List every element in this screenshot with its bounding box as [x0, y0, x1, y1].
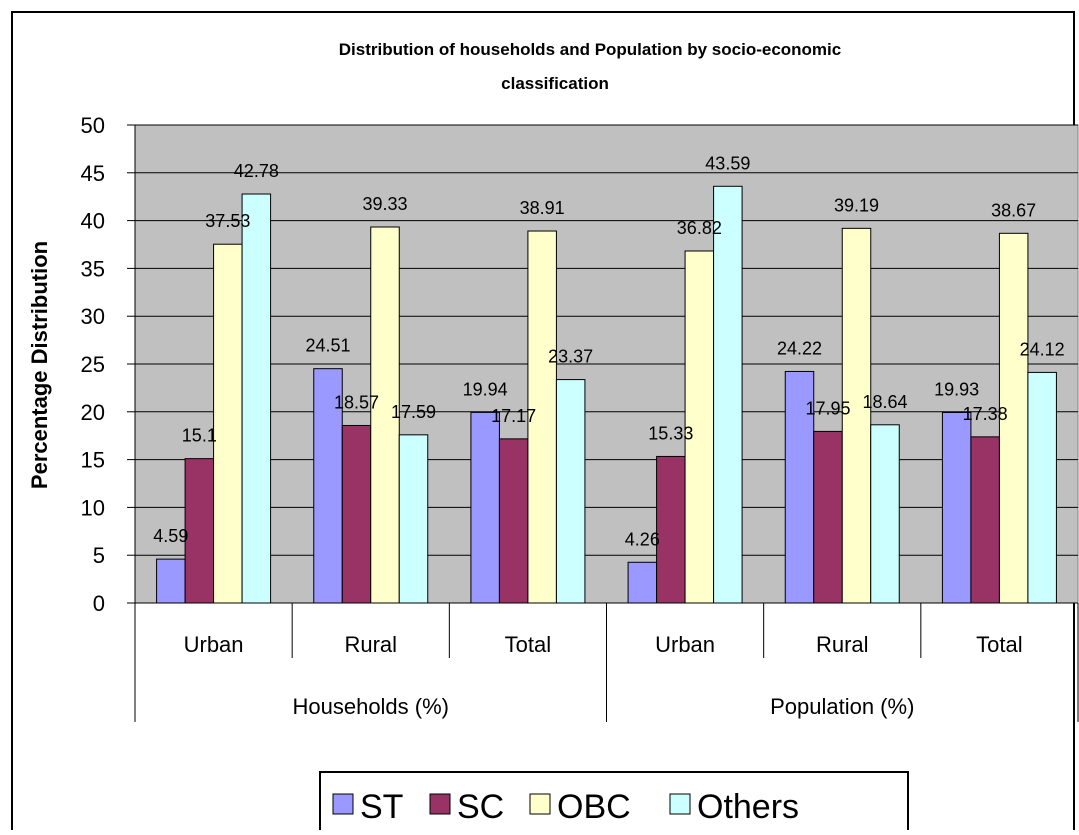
data-label: 15.33	[648, 423, 693, 443]
bar-sc	[184, 458, 215, 604]
x-tick-label: Urban	[655, 632, 715, 657]
bar-st	[313, 368, 343, 604]
bar-sc	[656, 455, 686, 604]
legend-label: ST	[360, 788, 403, 826]
bar-others	[241, 193, 272, 604]
y-tick-label: 40	[81, 209, 105, 234]
x-tick-label: Urban	[184, 632, 244, 657]
data-label: 19.94	[463, 379, 508, 399]
data-label: 24.22	[777, 338, 822, 358]
y-tick-label: 0	[93, 591, 105, 616]
legend-swatch-obc	[529, 793, 551, 815]
data-label: 24.12	[1020, 339, 1065, 359]
x-tick-label: Rural	[816, 632, 869, 657]
bar-sc	[341, 424, 372, 604]
data-label: 39.19	[834, 195, 879, 215]
legend-swatch-sc	[429, 793, 451, 815]
y-tick-label: 35	[81, 256, 105, 281]
data-label: 19.93	[934, 379, 979, 399]
x-tick-label: Rural	[344, 632, 397, 657]
y-tick-label: 5	[93, 543, 105, 568]
y-tick-label: 30	[81, 304, 105, 329]
chart-title-line-1: Distribution of households and Populatio…	[339, 40, 841, 59]
data-label: 17.17	[491, 406, 536, 426]
data-label: 24.51	[305, 336, 350, 356]
data-label: 18.64	[862, 392, 907, 412]
x-tick-label: Total	[505, 632, 551, 657]
legend-label: OBC	[557, 788, 631, 826]
chart-title-line-2: classification	[501, 74, 609, 93]
bar-st	[941, 411, 972, 604]
legend-label: Others	[697, 788, 799, 826]
legend-label: SC	[457, 788, 504, 826]
bar-obc	[684, 250, 715, 604]
data-label: 4.26	[625, 529, 660, 549]
data-label: 17.59	[391, 402, 436, 422]
data-label: 23.37	[548, 347, 593, 367]
y-tick-label: 45	[81, 161, 105, 186]
bar-others	[555, 379, 586, 604]
bar-st	[784, 370, 815, 604]
data-label: 43.59	[705, 153, 750, 173]
data-label: 39.33	[362, 194, 407, 214]
bar-sc	[970, 436, 1000, 604]
bar-st	[627, 561, 658, 604]
bar-st	[156, 558, 186, 604]
bar-sc	[813, 430, 843, 604]
bar-obc	[370, 226, 400, 604]
legend-swatch-others	[669, 793, 691, 815]
plot-area: 0 5 10 15 20 25 30 35 40 45 50 4.59 24.51 19.94 4.26 24…	[81, 113, 1079, 833]
bar-others	[870, 424, 900, 604]
y-tick-label: 25	[81, 352, 105, 377]
data-label: 4.59	[153, 526, 188, 546]
y-tick-label: 10	[81, 495, 105, 520]
bar-obc	[213, 243, 243, 604]
data-label: 42.78	[234, 161, 279, 181]
bar-obc	[998, 232, 1029, 604]
x-group-label: Households (%)	[292, 694, 449, 719]
data-label: 18.57	[334, 392, 379, 412]
data-label: 17.95	[805, 398, 850, 418]
y-tick-label: 15	[81, 448, 105, 473]
x-group-label: Population (%)	[770, 694, 914, 719]
legend-box	[319, 771, 909, 833]
bar-others	[713, 185, 743, 604]
y-tick-label: 20	[81, 400, 105, 425]
y-tick-label: 50	[81, 113, 105, 138]
bar-others	[398, 434, 429, 604]
bar-obc	[527, 230, 557, 604]
data-label: 38.91	[520, 198, 565, 218]
data-label: 17.38	[963, 404, 1008, 424]
x-tick-label: Total	[976, 632, 1022, 657]
bar-others	[1027, 371, 1057, 604]
legend-swatch-st	[332, 793, 354, 815]
data-label: 38.67	[991, 200, 1036, 220]
bar-sc	[498, 438, 529, 604]
y-axis-label: Percentage Distribution	[27, 241, 52, 489]
data-label: 15.1	[182, 426, 217, 446]
data-label: 37.53	[205, 211, 250, 231]
data-label: 36.82	[677, 218, 722, 238]
bar-obc	[841, 227, 872, 604]
bar-st	[470, 411, 500, 604]
